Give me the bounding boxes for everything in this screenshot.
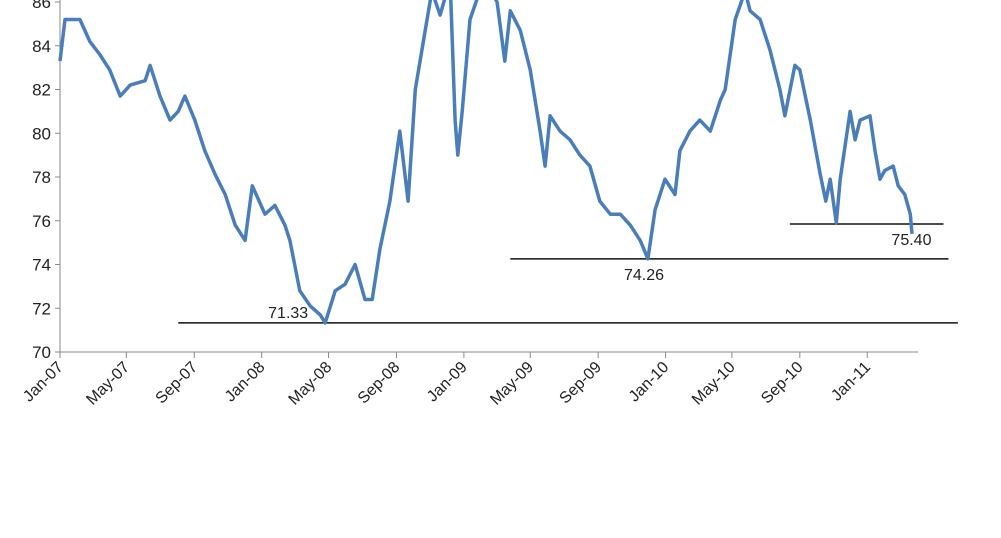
x-tick-label: May-09 <box>487 359 537 409</box>
x-tick-label: Sep-07 <box>153 359 202 408</box>
y-tick-label: 86 <box>32 0 51 12</box>
annotation-labels: 71.33 74.26 75.40 <box>268 232 931 322</box>
y-tick-label: 80 <box>32 124 51 143</box>
x-tick-label: May-07 <box>83 359 133 409</box>
series-line <box>58 0 914 325</box>
y-tick-label: 74 <box>32 256 51 275</box>
reference-label: 71.33 <box>268 305 308 322</box>
reference-label: 75.40 <box>891 232 931 249</box>
axes: 70 72 74 76 78 80 82 84 86 Jan-07 May-07 Sep-07 Jan-… <box>20 0 918 409</box>
x-tick-label: Jan-10 <box>626 359 673 406</box>
reference-lines <box>178 223 958 324</box>
x-tick-label: Jan-11 <box>828 359 874 405</box>
x-tick-label: Jan-08 <box>222 359 269 406</box>
x-tick-label: May-08 <box>286 359 336 409</box>
y-tick-label: 72 <box>32 299 51 318</box>
y-tick-label: 78 <box>32 168 51 187</box>
y-tick-label: 84 <box>32 37 51 56</box>
x-tick-label: Jan-09 <box>424 359 471 406</box>
y-tick-label: 76 <box>32 212 51 231</box>
x-tick-label: May-10 <box>689 359 739 409</box>
x-tick-label: Sep-10 <box>758 359 807 408</box>
reference-label: 74.26 <box>624 267 664 284</box>
x-tick-label: Jan-07 <box>20 359 67 406</box>
x-tick-label: Sep-09 <box>556 359 605 408</box>
x-tick-label: Sep-08 <box>355 359 404 408</box>
y-tick-label: 82 <box>32 81 51 100</box>
y-tick-label: 70 <box>32 343 51 362</box>
